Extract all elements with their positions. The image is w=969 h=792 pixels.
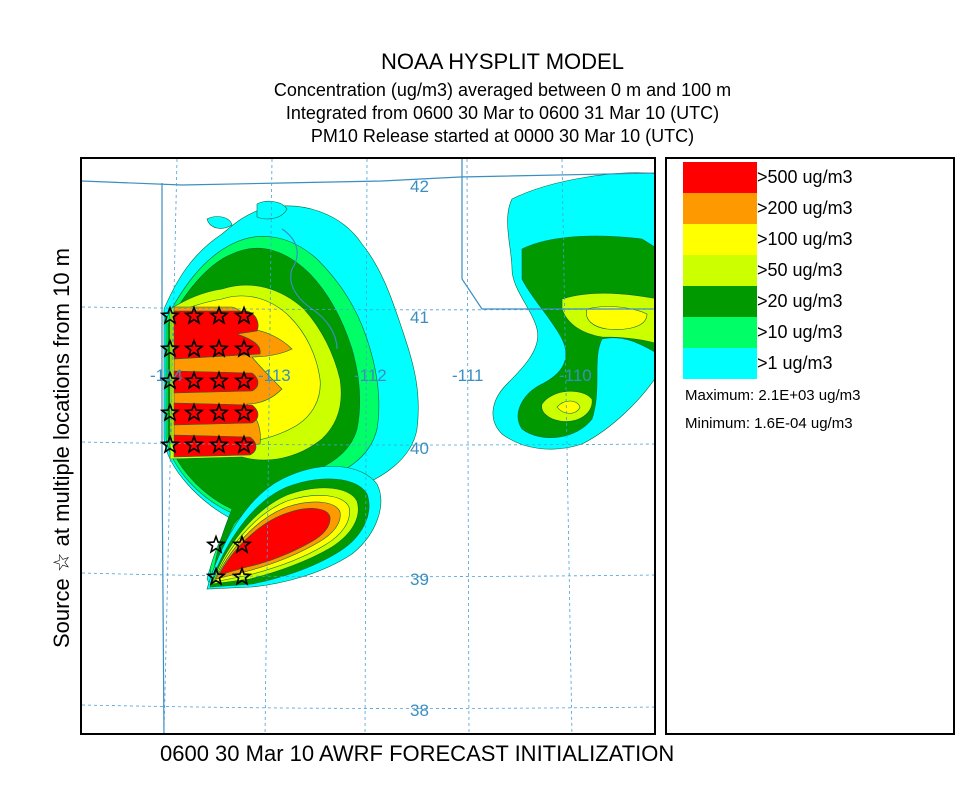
lon-label-111: -111 (452, 366, 484, 385)
forecast-label: 0600 30 Mar 10 AWRF FORECAST INITIALIZAT… (160, 741, 675, 766)
map-canvas: 42 41 40 39 38 -114 -113 -112 -111 -110 (82, 159, 654, 733)
plume-east-100ug (556, 306, 648, 414)
lat-label-40: 40 (410, 439, 429, 458)
star-icon (183, 370, 205, 390)
graticule (82, 159, 654, 733)
star-icon (233, 338, 255, 358)
legend-swatch (683, 317, 757, 348)
legend-swatch (683, 348, 757, 379)
legend-label: >100 ug/m3 (757, 229, 853, 249)
integration-subtitle: Integrated from 0600 30 Mar to 0600 31 M… (285, 103, 720, 123)
legend-label: >10 ug/m3 (757, 322, 843, 342)
plume-east-20ug (517, 235, 654, 439)
chart-title: NOAA HYSPLIT MODEL (381, 49, 624, 74)
legend-item: >50 ug/m3 (683, 255, 953, 286)
legend-item: >500 ug/m3 (683, 162, 953, 193)
minimum-value: Minimum: 1.6E-04 ug/m3 (685, 415, 853, 432)
maximum-value: Maximum: 2.1E+03 ug/m3 (685, 387, 861, 404)
star-icon (183, 402, 205, 422)
star-icon (159, 402, 181, 422)
legend-swatch (683, 193, 757, 224)
legend-panel: >500 ug/m3 >200 ug/m3 >100 ug/m3 >50 ug/… (665, 157, 955, 735)
legend-item: >20 ug/m3 (683, 286, 953, 317)
legend-item: >10 ug/m3 (683, 317, 953, 348)
lat-label-39: 39 (410, 570, 429, 589)
star-icon (231, 566, 253, 586)
legend-swatch (683, 224, 757, 255)
state-borders (82, 159, 654, 733)
plume-south-500ug (218, 508, 331, 576)
star-icon (159, 338, 181, 358)
star-icon (233, 402, 255, 422)
star-icon (159, 305, 181, 325)
star-icon (208, 305, 230, 325)
legend-item: >200 ug/m3 (683, 193, 953, 224)
star-icon (208, 338, 230, 358)
concentration-map: 42 41 40 39 38 -114 -113 -112 -111 -110 (80, 157, 656, 735)
legend-label: >20 ug/m3 (757, 291, 843, 311)
lon-label-113: -113 (258, 366, 291, 385)
star-icon (205, 534, 227, 554)
lat-label-42: 42 (410, 177, 429, 196)
legend-item: >100 ug/m3 (683, 224, 953, 255)
plume-west-1ug-top (206, 200, 288, 229)
star-icon (183, 305, 205, 325)
star-icon (208, 434, 230, 454)
star-icon (233, 370, 255, 390)
source-axis-label: Source ☆ at multiple locations from 10 m (49, 248, 74, 648)
legend-swatch (683, 255, 757, 286)
concentration-subtitle: Concentration (ug/m3) averaged between 0… (273, 80, 732, 100)
star-icon (159, 370, 181, 390)
legend-swatch (683, 286, 757, 317)
legend-label: >50 ug/m3 (757, 260, 843, 280)
star-icon (233, 305, 255, 325)
star-icon (208, 370, 230, 390)
release-subtitle: PM10 Release started at 0000 30 Mar 10 (… (310, 126, 695, 146)
legend-label: >1 ug/m3 (757, 353, 833, 373)
star-icon (231, 534, 253, 554)
legend-item: >1 ug/m3 (683, 348, 953, 379)
legend-swatch (683, 162, 757, 193)
star-icon (205, 566, 227, 586)
star-icon (183, 434, 205, 454)
star-icon (208, 402, 230, 422)
star-icon (183, 338, 205, 358)
legend-label: >500 ug/m3 (757, 167, 853, 187)
lat-label-41: 41 (410, 308, 429, 327)
lat-label-38: 38 (410, 701, 429, 720)
source-markers (159, 305, 255, 586)
lon-label-110: -110 (559, 366, 592, 385)
lon-label-112: -112 (354, 366, 387, 385)
star-icon (159, 434, 181, 454)
star-icon (233, 434, 255, 454)
legend-label: >200 ug/m3 (757, 198, 853, 218)
